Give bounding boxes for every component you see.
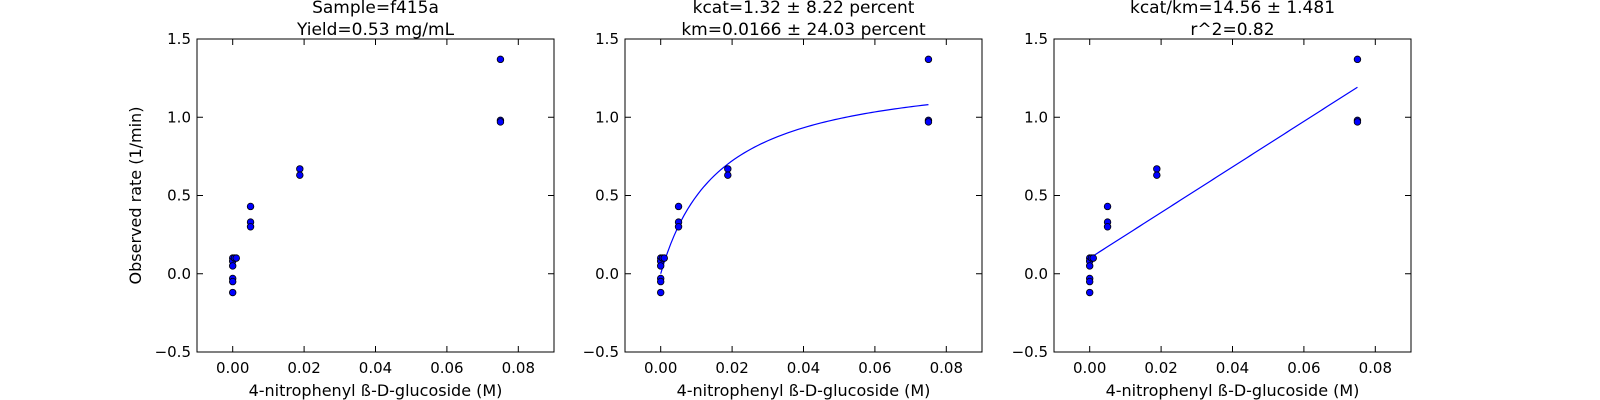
data-point	[246, 223, 255, 231]
data-point	[228, 288, 237, 297]
data-point	[660, 254, 668, 262]
x-tick-label: 0.08	[1359, 359, 1392, 377]
y-tick-label: 0.5	[1024, 187, 1048, 205]
y-tick-label: 1.5	[167, 30, 191, 48]
michaelis-menten-fit-panel: kcat=1.32 ± 8.22 percent km=0.0166 ± 24.0…	[583, 0, 983, 400]
data-point	[228, 277, 237, 286]
y-tick-label: 0.5	[167, 187, 191, 205]
data-point	[228, 262, 237, 270]
x-tick-label: 0.02	[715, 359, 748, 377]
y-tick-label: 0.0	[1024, 265, 1048, 283]
raw-data-panel: Sample=f415a Yield=0.53 mg/mL 1.5 1.0 0.5 0.0…	[126, 0, 555, 400]
y-tick-label: −0.5	[583, 343, 619, 361]
y-tick-label: 1.0	[1024, 108, 1048, 126]
data-point	[246, 202, 255, 211]
x-tick-label: 0.06	[430, 359, 463, 377]
plot-frame	[624, 38, 983, 353]
chart-title-line: kcat=1.32 ± 8.22 percent	[693, 0, 915, 18]
data-point	[296, 165, 304, 173]
chart-title-line: r^2=0.82	[1190, 20, 1274, 40]
data-point	[1085, 288, 1094, 297]
plot-frame	[1053, 38, 1412, 353]
data-point	[1153, 165, 1161, 173]
data-point	[657, 277, 665, 286]
x-tick-label: 0.04	[787, 359, 820, 377]
data-point	[724, 165, 732, 173]
data-point	[1085, 277, 1094, 286]
y-tick-label: 1.0	[595, 108, 619, 126]
data-point	[924, 55, 933, 64]
data-point	[724, 171, 732, 179]
x-tick-label: 0.02	[287, 359, 320, 377]
chart-title-line: Yield=0.53 mg/mL	[296, 20, 455, 40]
data-point	[674, 202, 683, 211]
x-tick-label: 0.04	[1216, 359, 1249, 377]
y-tick-label: 1.5	[595, 30, 619, 48]
data-point	[924, 118, 933, 126]
x-tick-label: 0.04	[359, 359, 392, 377]
y-tick-label: 1.0	[167, 108, 191, 126]
data-point	[496, 55, 505, 64]
data-point	[1153, 171, 1161, 179]
y-tick-label: 0.0	[595, 265, 619, 283]
x-tick-label: 0.06	[1287, 359, 1320, 377]
linear-fit-line	[1089, 86, 1358, 259]
data-point	[496, 118, 505, 126]
data-point	[674, 223, 683, 231]
chart-title-line: km=0.0166 ± 24.03 percent	[681, 20, 926, 40]
x-axis-label: 4-nitrophenyl ß-D-glucoside (M)	[1106, 381, 1360, 400]
chart-title-line: Sample=f415a	[312, 0, 439, 18]
x-tick-label: 0.06	[858, 359, 891, 377]
michaelis-menten-fit-line	[660, 104, 929, 274]
data-point	[657, 262, 665, 270]
x-tick-label: 0.00	[216, 359, 249, 377]
y-tick-label: 0.0	[167, 265, 191, 283]
data-point	[1085, 262, 1094, 270]
data-point	[657, 288, 665, 297]
x-tick-label: 0.00	[644, 359, 677, 377]
x-axis-label: 4-nitrophenyl ß-D-glucoside (M)	[249, 381, 503, 400]
x-tick-label: 0.02	[1144, 359, 1177, 377]
x-tick-label: 0.00	[1073, 359, 1106, 377]
y-axis-label: Observed rate (1/min)	[126, 107, 145, 285]
data-point	[296, 171, 304, 179]
data-point	[1089, 254, 1097, 262]
data-point	[1353, 118, 1362, 126]
y-tick-label: −0.5	[1012, 343, 1048, 361]
y-tick-label: −0.5	[155, 343, 191, 361]
data-point	[1353, 55, 1362, 64]
data-point	[232, 254, 240, 262]
x-axis-label: 4-nitrophenyl ß-D-glucoside (M)	[677, 381, 931, 400]
x-tick-label: 0.08	[930, 359, 963, 377]
plot-frame	[196, 38, 555, 353]
y-tick-label: 0.5	[595, 187, 619, 205]
data-point	[1103, 202, 1112, 211]
data-point	[1103, 223, 1112, 231]
x-tick-label: 0.08	[502, 359, 535, 377]
chart-title-line: kcat/km=14.56 ± 1.481	[1130, 0, 1335, 18]
y-tick-label: 1.5	[1024, 30, 1048, 48]
linear-fit-panel: kcat/km=14.56 ± 1.481 r^2=0.82 1.5 1.0 0.5 0.…	[1012, 0, 1412, 400]
